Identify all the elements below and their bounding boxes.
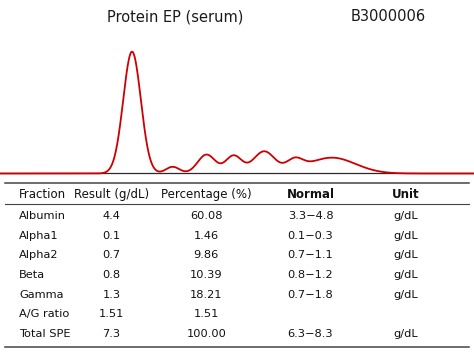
Text: Result (g/dL): Result (g/dL) — [74, 187, 149, 201]
Text: 3.3−4.8: 3.3−4.8 — [288, 211, 333, 221]
Text: Albumin: Albumin — [19, 211, 66, 221]
Text: g/dL: g/dL — [393, 211, 418, 221]
Text: 18.21: 18.21 — [190, 290, 222, 300]
Text: 0.7−1.8: 0.7−1.8 — [288, 290, 333, 300]
Text: 0.1: 0.1 — [102, 231, 120, 241]
Text: g/dL: g/dL — [393, 270, 418, 280]
Text: 4.4: 4.4 — [102, 211, 120, 221]
Text: g/dL: g/dL — [393, 290, 418, 300]
Text: g/dL: g/dL — [393, 231, 418, 241]
Text: Beta: Beta — [19, 270, 45, 280]
Text: 9.86: 9.86 — [193, 250, 219, 260]
Text: A/G ratio: A/G ratio — [19, 309, 69, 320]
Text: 0.1−0.3: 0.1−0.3 — [288, 231, 333, 241]
Text: 10.39: 10.39 — [190, 270, 222, 280]
Text: Normal: Normal — [286, 187, 335, 201]
Text: Alpha1: Alpha1 — [19, 231, 59, 241]
Text: Protein EP (serum): Protein EP (serum) — [107, 9, 244, 24]
Text: 6.3−8.3: 6.3−8.3 — [288, 329, 333, 339]
Text: 0.8: 0.8 — [102, 270, 120, 280]
Text: 1.51: 1.51 — [193, 309, 219, 320]
Text: Alpha2: Alpha2 — [19, 250, 58, 260]
Text: Fraction: Fraction — [19, 187, 66, 201]
Text: 1.51: 1.51 — [99, 309, 124, 320]
Text: 1.3: 1.3 — [102, 290, 120, 300]
Text: g/dL: g/dL — [393, 250, 418, 260]
Text: Gamma: Gamma — [19, 290, 64, 300]
Text: B3000006: B3000006 — [351, 9, 426, 24]
Text: 100.00: 100.00 — [186, 329, 226, 339]
Text: Percentage (%): Percentage (%) — [161, 187, 252, 201]
Text: 7.3: 7.3 — [102, 329, 120, 339]
Text: 60.08: 60.08 — [190, 211, 222, 221]
Text: 0.7−1.1: 0.7−1.1 — [288, 250, 333, 260]
Text: 0.7: 0.7 — [102, 250, 120, 260]
Text: 1.46: 1.46 — [193, 231, 219, 241]
Text: g/dL: g/dL — [393, 329, 418, 339]
Text: Total SPE: Total SPE — [19, 329, 71, 339]
Text: 0.8−1.2: 0.8−1.2 — [288, 270, 333, 280]
Text: Unit: Unit — [392, 187, 419, 201]
